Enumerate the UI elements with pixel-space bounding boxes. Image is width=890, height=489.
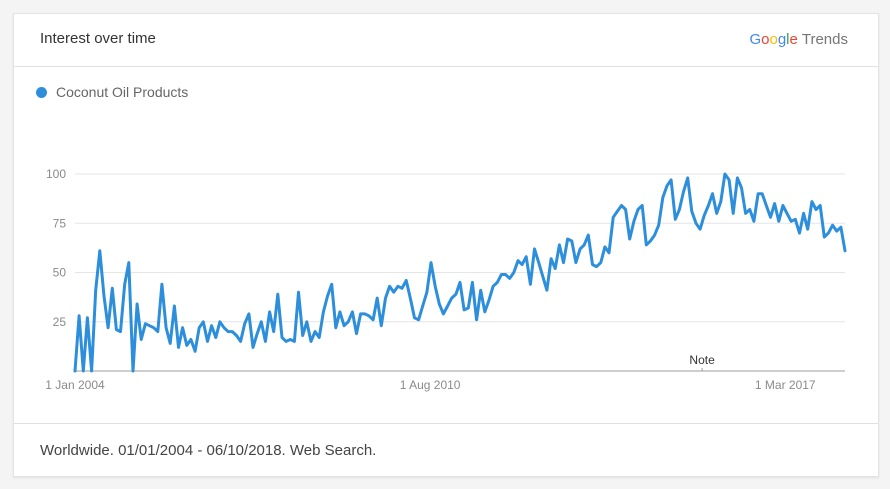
brand-letter: g <box>777 31 787 48</box>
brand-letter: o <box>761 31 770 48</box>
card-footer: Worldwide. 01/01/2004 - 06/10/2018. Web … <box>14 423 878 476</box>
series-line-coconut-oil-products <box>73 172 847 373</box>
card-title: Interest over time <box>40 30 156 47</box>
brand-letter: l <box>786 31 790 48</box>
y-tick-label: 75 <box>53 216 67 230</box>
chart-legend[interactable]: Coconut Oil Products <box>36 84 188 100</box>
brand-letter: G <box>749 31 762 48</box>
google-trends-logo[interactable]: Google Trends <box>749 31 848 48</box>
line-chart[interactable]: 25 50 75 100 1 Jan 2004 1 Aug 2010 1 Mar 2017 N… <box>14 14 878 424</box>
brand-letter: o <box>769 31 778 48</box>
legend-series-label: Coconut Oil Products <box>56 84 189 100</box>
y-tick-label: 100 <box>46 167 66 181</box>
x-tick-label: 1 Aug 2010 <box>400 378 461 392</box>
y-tick-label: 25 <box>53 315 67 329</box>
legend-dot-icon <box>36 86 47 98</box>
card-header: Interest over time Google Trends <box>14 14 878 67</box>
footer-caption: Worldwide. 01/01/2004 - 06/10/2018. Web … <box>40 442 377 459</box>
x-tick-label: 1 Jan 2004 <box>45 378 105 392</box>
interest-over-time-card: Interest over time Google Trends Coconut … <box>13 13 879 477</box>
x-tick-label: 1 Mar 2017 <box>755 378 816 392</box>
brand-trends-text: Trends <box>801 31 848 48</box>
y-tick-label: 50 <box>53 266 67 280</box>
note-label[interactable]: Note <box>689 353 715 367</box>
brand-letter: e <box>789 31 798 48</box>
